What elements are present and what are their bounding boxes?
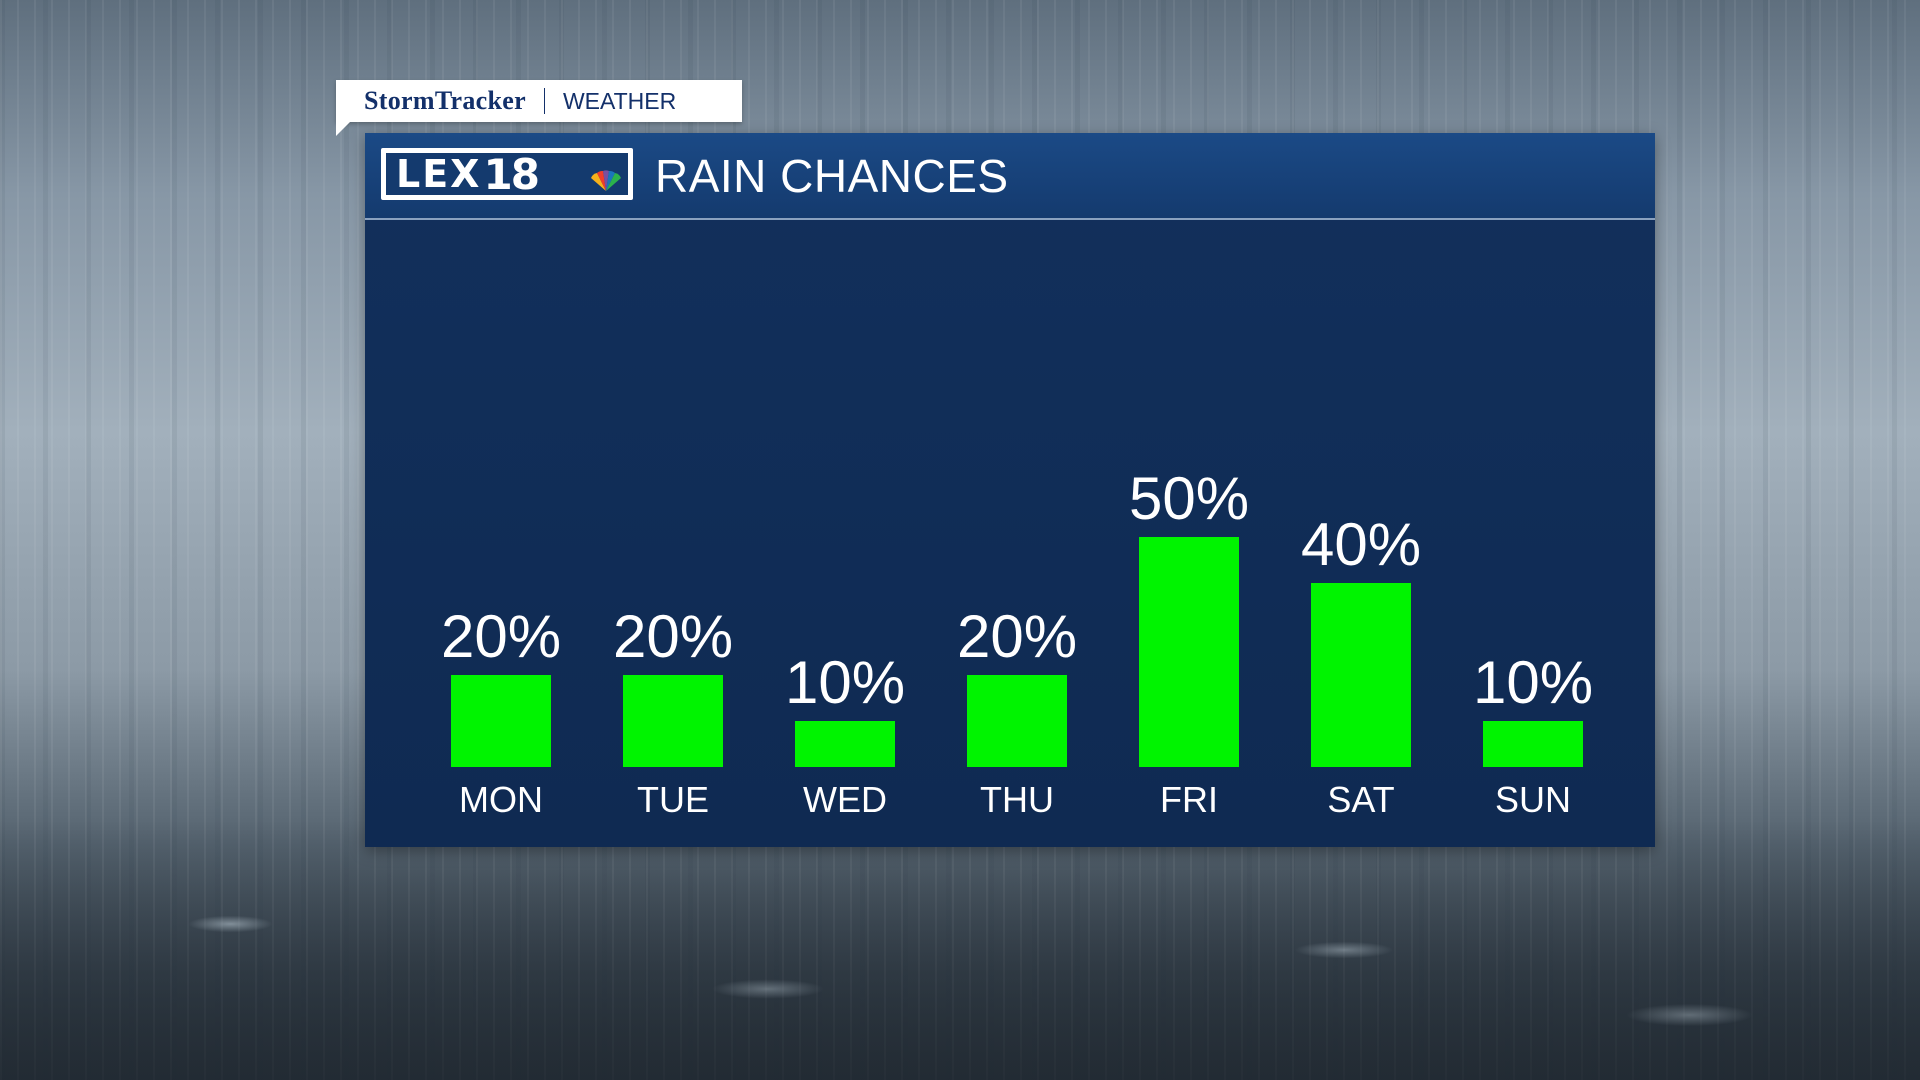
value-label-mon: 20% — [441, 603, 561, 670]
value-label-sun: 10% — [1473, 649, 1593, 716]
logo-lex-text: LEX — [396, 152, 482, 196]
value-label-wed: 10% — [785, 649, 905, 716]
bar-tue — [623, 675, 723, 767]
rain-chance-bar-chart: 20% MON 20% TUE 10% WED 20% THU 50% FRI 40% SAT 10% S… — [441, 465, 1593, 820]
day-label-tue: TUE — [637, 779, 709, 820]
rain-chances-panel: LEX 18 RAIN CHANCES 20% MON 20% TUE 10% WED 20… — [365, 133, 1655, 847]
badge-divider — [543, 88, 545, 114]
day-label-sat: SAT — [1327, 779, 1394, 820]
value-label-sat: 40% — [1301, 511, 1421, 578]
panel-header: LEX 18 RAIN CHANCES — [365, 133, 1655, 220]
value-label-tue: 20% — [613, 603, 733, 670]
day-label-fri: FRI — [1160, 779, 1218, 820]
bar-fri — [1139, 537, 1239, 767]
badge-tail — [336, 122, 350, 136]
bar-sun — [1483, 721, 1583, 767]
weather-section-label: WEATHER — [562, 87, 677, 114]
stormtracker-badge: StormTracker WEATHER — [336, 80, 742, 122]
lex18-logo: LEX 18 — [381, 148, 633, 200]
value-label-fri: 50% — [1129, 465, 1249, 532]
day-label-thu: THU — [980, 779, 1054, 820]
logo-number: 18 — [483, 149, 539, 199]
stormtracker-brand: StormTracker — [364, 86, 526, 115]
day-label-sun: SUN — [1495, 779, 1571, 820]
bar-sat — [1311, 583, 1411, 767]
bar-mon — [451, 675, 551, 767]
bar-thu — [967, 675, 1067, 767]
day-label-mon: MON — [459, 779, 543, 820]
value-label-thu: 20% — [957, 603, 1077, 670]
bar-wed — [795, 721, 895, 767]
nbc-peacock-icon — [591, 170, 621, 191]
day-label-wed: WED — [803, 779, 887, 820]
wet-ground — [0, 820, 1920, 1080]
chart-title: RAIN CHANCES — [655, 150, 1009, 202]
